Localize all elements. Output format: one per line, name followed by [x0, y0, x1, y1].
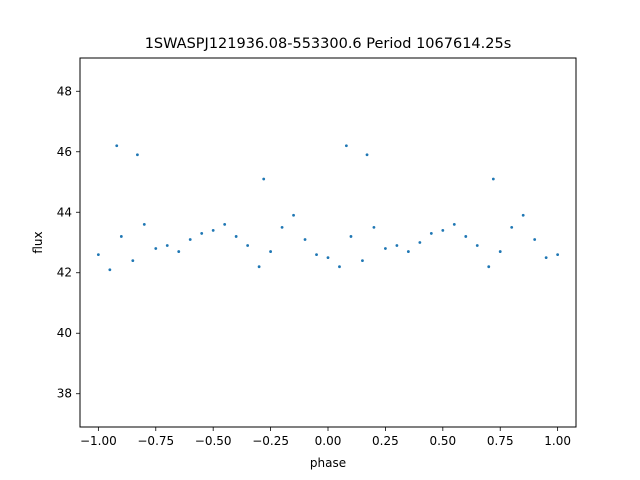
- data-point: [533, 238, 537, 241]
- data-point: [246, 244, 250, 247]
- y-axis-title: flux: [31, 231, 45, 253]
- chart-title: 1SWASPJ121936.08-553300.6 Period 1067614…: [145, 36, 512, 52]
- data-point: [544, 256, 548, 260]
- data-point: [344, 144, 348, 148]
- y-tick-label: 46: [57, 145, 72, 159]
- data-point: [115, 144, 119, 148]
- data-point: [395, 244, 399, 247]
- y-tick-label: 44: [57, 205, 72, 219]
- data-point: [487, 265, 491, 269]
- points-layer: [96, 144, 560, 272]
- data-point: [464, 235, 468, 238]
- data-point: [475, 244, 479, 247]
- data-point: [452, 222, 456, 226]
- y-tick-label: 40: [57, 326, 72, 340]
- data-point: [303, 238, 307, 241]
- x-tick-label: 0.75: [487, 434, 514, 448]
- x-tick-label: −0.50: [195, 434, 232, 448]
- y-tick-label: 38: [57, 387, 72, 401]
- data-point: [441, 229, 445, 232]
- x-tick-label: 0.25: [372, 434, 399, 448]
- data-point: [280, 225, 284, 229]
- data-point: [510, 225, 514, 229]
- data-point: [406, 250, 410, 253]
- x-axis-title: phase: [310, 456, 346, 470]
- data-point: [136, 153, 139, 157]
- data-point: [200, 232, 204, 235]
- data-point: [292, 213, 295, 217]
- x-tick-label: 0.00: [315, 434, 342, 448]
- y-axis: 38 40 42 44 46 48: [57, 84, 80, 401]
- x-tick-label: −0.75: [137, 434, 174, 448]
- data-point: [257, 265, 261, 269]
- data-point: [361, 259, 364, 263]
- data-point: [108, 268, 112, 272]
- data-point: [142, 222, 146, 226]
- y-tick-label: 42: [57, 266, 72, 280]
- data-point: [188, 238, 192, 241]
- data-point: [96, 253, 100, 256]
- data-point: [269, 250, 272, 253]
- data-point: [131, 259, 135, 263]
- data-point: [338, 265, 341, 269]
- x-tick-label: 1.00: [544, 434, 571, 448]
- data-point: [429, 232, 433, 235]
- data-point: [349, 235, 353, 238]
- data-point: [234, 235, 238, 238]
- data-point: [326, 256, 330, 260]
- data-point: [211, 229, 215, 232]
- data-point: [154, 247, 158, 250]
- y-tick-label: 48: [57, 84, 72, 98]
- data-point: [365, 153, 369, 157]
- data-point: [177, 250, 181, 253]
- x-tick-label: −0.25: [252, 434, 289, 448]
- data-point: [418, 241, 422, 244]
- data-point: [498, 250, 502, 253]
- data-point: [491, 177, 495, 181]
- data-point: [165, 244, 169, 247]
- data-point: [315, 253, 318, 256]
- x-tick-label: −1.00: [80, 434, 117, 448]
- data-point: [372, 225, 376, 229]
- data-point: [262, 177, 266, 181]
- data-point: [119, 235, 123, 238]
- data-point: [223, 222, 227, 226]
- x-tick-label: 0.50: [429, 434, 456, 448]
- data-point: [521, 213, 525, 217]
- data-point: [556, 253, 560, 256]
- x-axis: −1.00 −0.75 −0.50 −0.25 0.00 0.25 0.50 0.75 1.00: [80, 427, 571, 448]
- data-point: [384, 247, 387, 250]
